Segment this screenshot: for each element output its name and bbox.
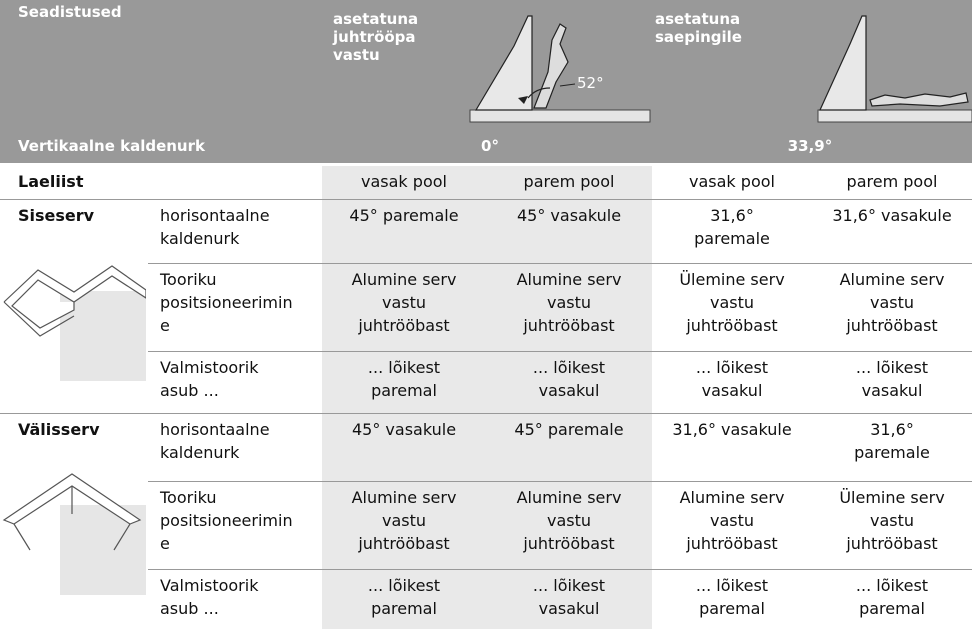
cell: 31,6° paremale — [694, 206, 770, 248]
cell: Alumine serv vastu juhtrööbast — [516, 270, 622, 335]
cell: Alumine serv vastu juhtrööbast — [839, 270, 945, 335]
illustrations: 52° — [469, 15, 972, 123]
cell: 45° paremale — [514, 420, 624, 439]
cell: Alumine serv vastu juhtrööbast — [351, 488, 457, 553]
row-label: horisontaalne kaldenurk — [160, 420, 270, 462]
section-line — [0, 413, 972, 414]
row-line — [148, 569, 972, 570]
fence — [819, 15, 867, 111]
corner-illustration — [2, 473, 146, 595]
arrow — [518, 96, 528, 104]
cell: Ülemine serv vastu juhtrööbast — [679, 270, 785, 335]
cell: Alumine serv vastu juhtrööbast — [679, 488, 785, 553]
shape — [3, 265, 146, 329]
shape — [3, 301, 75, 337]
cell: ... lõikest vasakul — [532, 576, 606, 618]
cell: 45° vasakule — [516, 206, 622, 225]
fence — [474, 15, 533, 111]
section-line — [0, 199, 972, 200]
cell: ... lõikest vasakul — [532, 358, 606, 400]
row-line — [148, 481, 972, 482]
group-label: asetatuna saepingile — [655, 10, 742, 46]
shape — [13, 486, 131, 551]
cell: Alumine serv vastu juhtrööbast — [516, 488, 622, 553]
column-header: parem pool — [523, 172, 615, 191]
column-header: Laeliist — [18, 172, 84, 191]
cell: 45° vasakule — [351, 420, 457, 439]
group-label: asetatuna juhtrööpa vastu — [333, 10, 419, 64]
cell: ... lõikest paremal — [855, 576, 929, 618]
cell: Alumine serv vastu juhtrööbast — [351, 270, 457, 335]
row-label: horisontaalne kaldenurk — [160, 206, 270, 248]
saw-table — [817, 109, 972, 123]
cell: 31,6° paremale — [854, 420, 930, 462]
cell: ... lõikest paremal — [695, 576, 769, 618]
header-title: Seadistused — [18, 3, 122, 21]
row-line — [148, 351, 972, 352]
cell: ... lõikest paremal — [367, 576, 441, 618]
cell: 45° paremale — [349, 206, 459, 225]
cell: ... lõikest vasakul — [695, 358, 769, 400]
cell: 31,6° vasakule — [672, 420, 792, 439]
cell: ... lõikest paremal — [367, 358, 441, 400]
shade — [322, 166, 652, 629]
cell: Ülemine serv vastu juhtrööbast — [839, 488, 945, 553]
angle-value: 33,9° — [787, 137, 833, 155]
row-label: Valmistoorik asub ... — [160, 576, 259, 618]
saw-table — [469, 109, 651, 123]
cell: ... lõikest vasakul — [855, 358, 929, 400]
molding — [533, 23, 569, 109]
cell: 31,6° vasakule — [832, 206, 952, 225]
column-header: vasak pool — [361, 172, 447, 191]
angle-value: 0° — [481, 137, 499, 155]
column-header: vasak pool — [689, 172, 775, 191]
leader — [559, 83, 576, 87]
row-label: Valmistoorik asub ... — [160, 358, 259, 400]
section-name: Siseserv — [18, 206, 95, 225]
section-name: Välisserv — [18, 420, 100, 439]
corner-illustration — [3, 265, 146, 381]
row-label: Vertikaalne kaldenurk — [18, 137, 205, 155]
angle-arc — [527, 87, 551, 99]
molding — [869, 92, 969, 107]
row-label: Tooriku positsioneerimin e — [160, 270, 293, 335]
row-label: Tooriku positsioneerimin e — [160, 488, 293, 553]
row-line — [148, 263, 972, 264]
column-header: parem pool — [846, 172, 938, 191]
header: Seadistused asetatuna juhtrööpa vastu as… — [0, 0, 972, 163]
angle-annotation: 52° — [577, 74, 604, 92]
